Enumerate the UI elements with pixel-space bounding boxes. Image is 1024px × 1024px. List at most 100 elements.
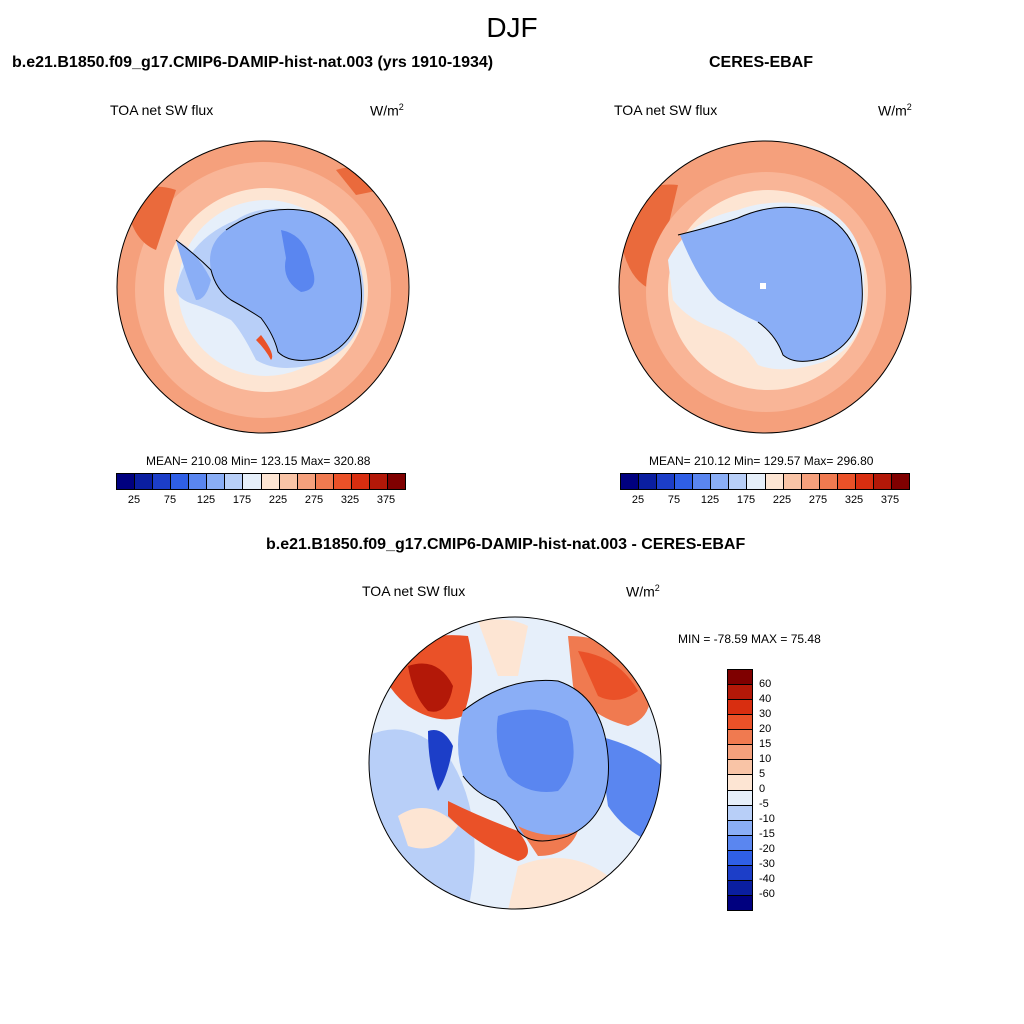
panel-3-colorbar-tick-label: -15: [759, 828, 775, 840]
panel-3-colorbar-tick-label: 30: [759, 708, 772, 720]
panel-3-colorbar-box: [728, 715, 752, 731]
panel-3-colorbar-box: [728, 835, 752, 851]
panel-2-units-label: W/m2: [878, 102, 912, 119]
panel-3-colorbar-box: [728, 820, 752, 836]
panel-2-colorbar-box: [873, 474, 892, 489]
panel-1-colorbar-tick-label: 125: [196, 494, 216, 506]
panel-1-colorbar-box: [243, 474, 262, 489]
panel-2-colorbar-tick-label: 75: [667, 494, 681, 506]
panel-3-title: b.e21.B1850.f09_g17.CMIP6-DAMIP-hist-nat…: [266, 536, 746, 553]
panel-2-colorbar-box: [657, 474, 676, 489]
panel-2-colorbar-box: [639, 474, 658, 489]
panel-3-colorbar-box: [728, 865, 752, 881]
panel-1-colorbar-tick-label: 375: [376, 494, 396, 506]
panel-2-colorbar-box: [621, 474, 640, 489]
panel-3-polar-map: [368, 616, 662, 910]
panel-1-colorbar-box: [279, 474, 298, 489]
panel-2-colorbar-box: [819, 474, 838, 489]
panel-3-units-label: W/m2: [626, 583, 660, 600]
panel-2-variable-label: TOA net SW flux: [614, 102, 718, 118]
panel-3-stats: MIN = -78.59 MAX = 75.48: [678, 632, 821, 646]
panel-1-colorbar-tick-label: 275: [304, 494, 324, 506]
panel-3-colorbar-tick-label: 5: [759, 768, 766, 780]
panel-1-colorbar-box: [189, 474, 208, 489]
panel-1-variable-label: TOA net SW flux: [110, 102, 214, 118]
panel-2-colorbar-box: [729, 474, 748, 489]
panel-3-colorbar-tick-label: -20: [759, 843, 775, 855]
panel-2-colorbar-tick-label: 175: [736, 494, 756, 506]
panel-1-units-label: W/m2: [370, 102, 404, 119]
panel-2-colorbar: [620, 473, 910, 490]
panel-3-colorbar: [727, 669, 753, 911]
panel-1-colorbar-tick-label: 225: [268, 494, 288, 506]
panel-1-polar-map: [116, 140, 410, 434]
panel-1-colorbar-box: [207, 474, 226, 489]
panel-1-colorbar-box: [297, 474, 316, 489]
panel-2-colorbar-tick-label: 275: [808, 494, 828, 506]
panel-3-colorbar-box: [728, 775, 752, 791]
panel-1-colorbar-box: [387, 474, 405, 489]
panel-2-stats: MEAN= 210.12 Min= 129.57 Max= 296.80: [649, 454, 874, 468]
panel-1-colorbar-box: [171, 474, 190, 489]
panel-1-colorbar-box: [369, 474, 388, 489]
panel-3-colorbar-ticks: 60 40 30 20 15 10 5 0 -5 -10 -15 -20 -30 -40 -60: [759, 669, 799, 909]
panel-3-colorbar-tick-label: 10: [759, 753, 772, 765]
panel-2-colorbar-box: [675, 474, 694, 489]
panel-1-colorbar-box: [261, 474, 280, 489]
panel-2-colorbar-tick-label: 325: [844, 494, 864, 506]
panel-3-colorbar-box: [728, 850, 752, 866]
panel-3-colorbar-box: [728, 670, 752, 686]
panel-2-colorbar-tick-label: 225: [772, 494, 792, 506]
panel-3-colorbar-tick-label: -30: [759, 858, 775, 870]
panel-3-colorbar-tick-label: -60: [759, 888, 775, 900]
panel-2-colorbar-tick-label: 375: [880, 494, 900, 506]
panel-3-colorbar-box: [728, 730, 752, 746]
panel-2-colorbar-box: [783, 474, 802, 489]
panel-2-colorbar-tick-label: 25: [631, 494, 645, 506]
panel-3-colorbar-box: [728, 880, 752, 896]
panel-2-colorbar-box: [711, 474, 730, 489]
panel-1-colorbar-box: [117, 474, 136, 489]
panel-3-colorbar-tick-label: 15: [759, 738, 772, 750]
panel-3-colorbar-box: [728, 745, 752, 761]
panel-3-variable-label: TOA net SW flux: [362, 583, 466, 599]
panel-1-colorbar-box: [351, 474, 370, 489]
panel-1-colorbar: [116, 473, 406, 490]
panel-3-colorbar-tick-label: 60: [759, 678, 772, 690]
panel-2-colorbar-box: [837, 474, 856, 489]
panel-1-stats: MEAN= 210.08 Min= 123.15 Max= 320.88: [146, 454, 371, 468]
panel-1-colorbar-box: [135, 474, 154, 489]
panel-3-colorbar-box: [728, 805, 752, 821]
panel-1-colorbar-tick-label: 175: [232, 494, 252, 506]
panel-3-colorbar-box: [728, 790, 752, 806]
figure-title: DJF: [486, 12, 538, 43]
panel-1-colorbar-ticks: 25 75 125 175 225 275 325 375: [116, 494, 404, 508]
panel-2-colorbar-box: [855, 474, 874, 489]
panel-2-polar-map: [618, 140, 912, 434]
panel-3-colorbar-box: [728, 895, 752, 910]
panel-3-colorbar-tick-label: 0: [759, 783, 766, 795]
panel-1-colorbar-box: [315, 474, 334, 489]
panel-3-colorbar-tick-label: 40: [759, 693, 772, 705]
panel-2-colorbar-box: [693, 474, 712, 489]
panel-3-colorbar-box: [728, 760, 752, 776]
panel-3-colorbar-tick-label: -40: [759, 873, 775, 885]
panel-1-colorbar-tick-label: 75: [163, 494, 177, 506]
panel-2-title: CERES-EBAF: [709, 54, 814, 71]
panel-1-colorbar-box: [333, 474, 352, 489]
panel-2-colorbar-box: [747, 474, 766, 489]
panel-3-colorbar-tick-label: -10: [759, 813, 775, 825]
panel-1-colorbar-box: [225, 474, 244, 489]
panel-3-colorbar-tick-label: -5: [759, 798, 769, 810]
panel-2-colorbar-tick-label: 125: [700, 494, 720, 506]
panel-1-colorbar-box: [153, 474, 172, 489]
panel-1-title: b.e21.B1850.f09_g17.CMIP6-DAMIP-hist-nat…: [12, 54, 494, 71]
panel-1-colorbar-tick-label: 325: [340, 494, 360, 506]
panel-2-colorbar-box: [765, 474, 784, 489]
panel-3-colorbar-box: [728, 700, 752, 716]
panel-2-colorbar-ticks: 25 75 125 175 225 275 325 375: [620, 494, 908, 508]
panel-1-colorbar-tick-label: 25: [127, 494, 141, 506]
panel-3-colorbar-tick-label: 20: [759, 723, 772, 735]
panel-3-colorbar-box: [728, 685, 752, 701]
panel-2-colorbar-box: [891, 474, 909, 489]
